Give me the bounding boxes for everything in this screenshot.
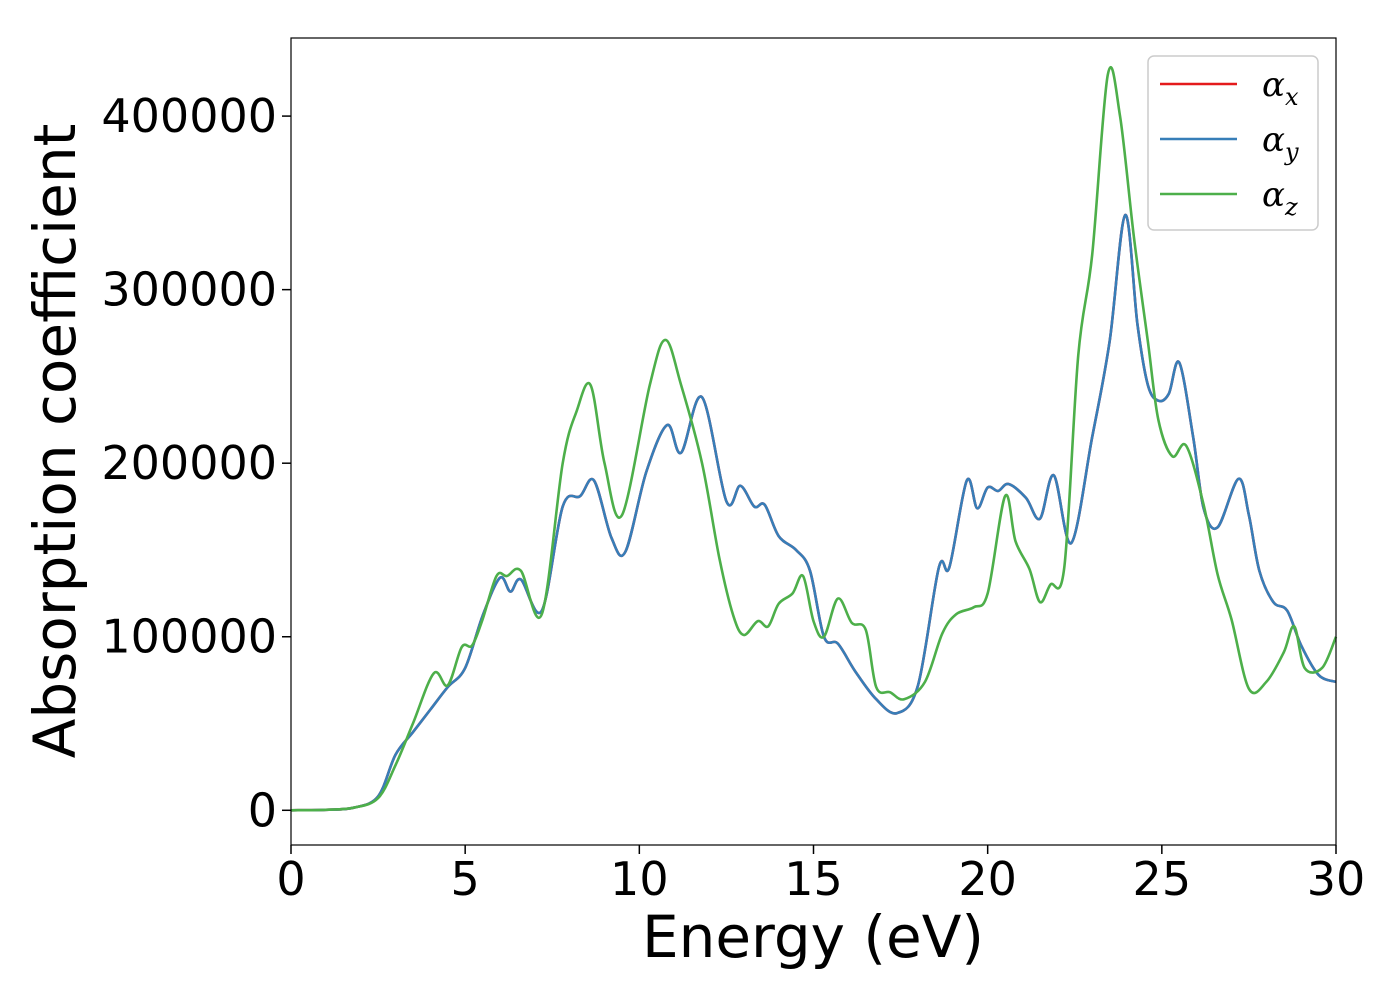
legend-label-z: αz xyxy=(1262,175,1298,221)
legend: αx αy αz xyxy=(1147,55,1319,231)
y-axis: 0 100000 200000 300000 400000 xyxy=(101,89,291,837)
x-axis-title: Energy (eV) xyxy=(642,903,984,971)
y-tick-label: 400000 xyxy=(101,89,277,143)
x-axis: 0 5 10 15 20 25 30 xyxy=(276,845,1365,906)
series-layer xyxy=(290,65,1338,812)
legend-label-y: αy xyxy=(1262,120,1299,166)
x-tick-label: 15 xyxy=(784,852,843,906)
y-tick-label: 200000 xyxy=(101,436,277,490)
x-tick-label: 25 xyxy=(1133,852,1192,906)
y-tick-label: 300000 xyxy=(101,263,277,317)
x-tick-label: 10 xyxy=(610,852,669,906)
x-tick-label: 0 xyxy=(276,852,305,906)
y-axis-title: Absorption coefficient xyxy=(21,124,89,759)
x-tick-label: 5 xyxy=(451,852,480,906)
x-tick-label: 20 xyxy=(958,852,1017,906)
legend-label-x: αx xyxy=(1262,65,1299,111)
y-tick-label: 100000 xyxy=(101,610,277,664)
series-line-y xyxy=(290,213,1337,812)
series-line-z xyxy=(290,65,1338,812)
y-tick-label: 0 xyxy=(248,783,277,837)
x-tick-label: 30 xyxy=(1307,852,1366,906)
legend-box xyxy=(1147,55,1319,231)
